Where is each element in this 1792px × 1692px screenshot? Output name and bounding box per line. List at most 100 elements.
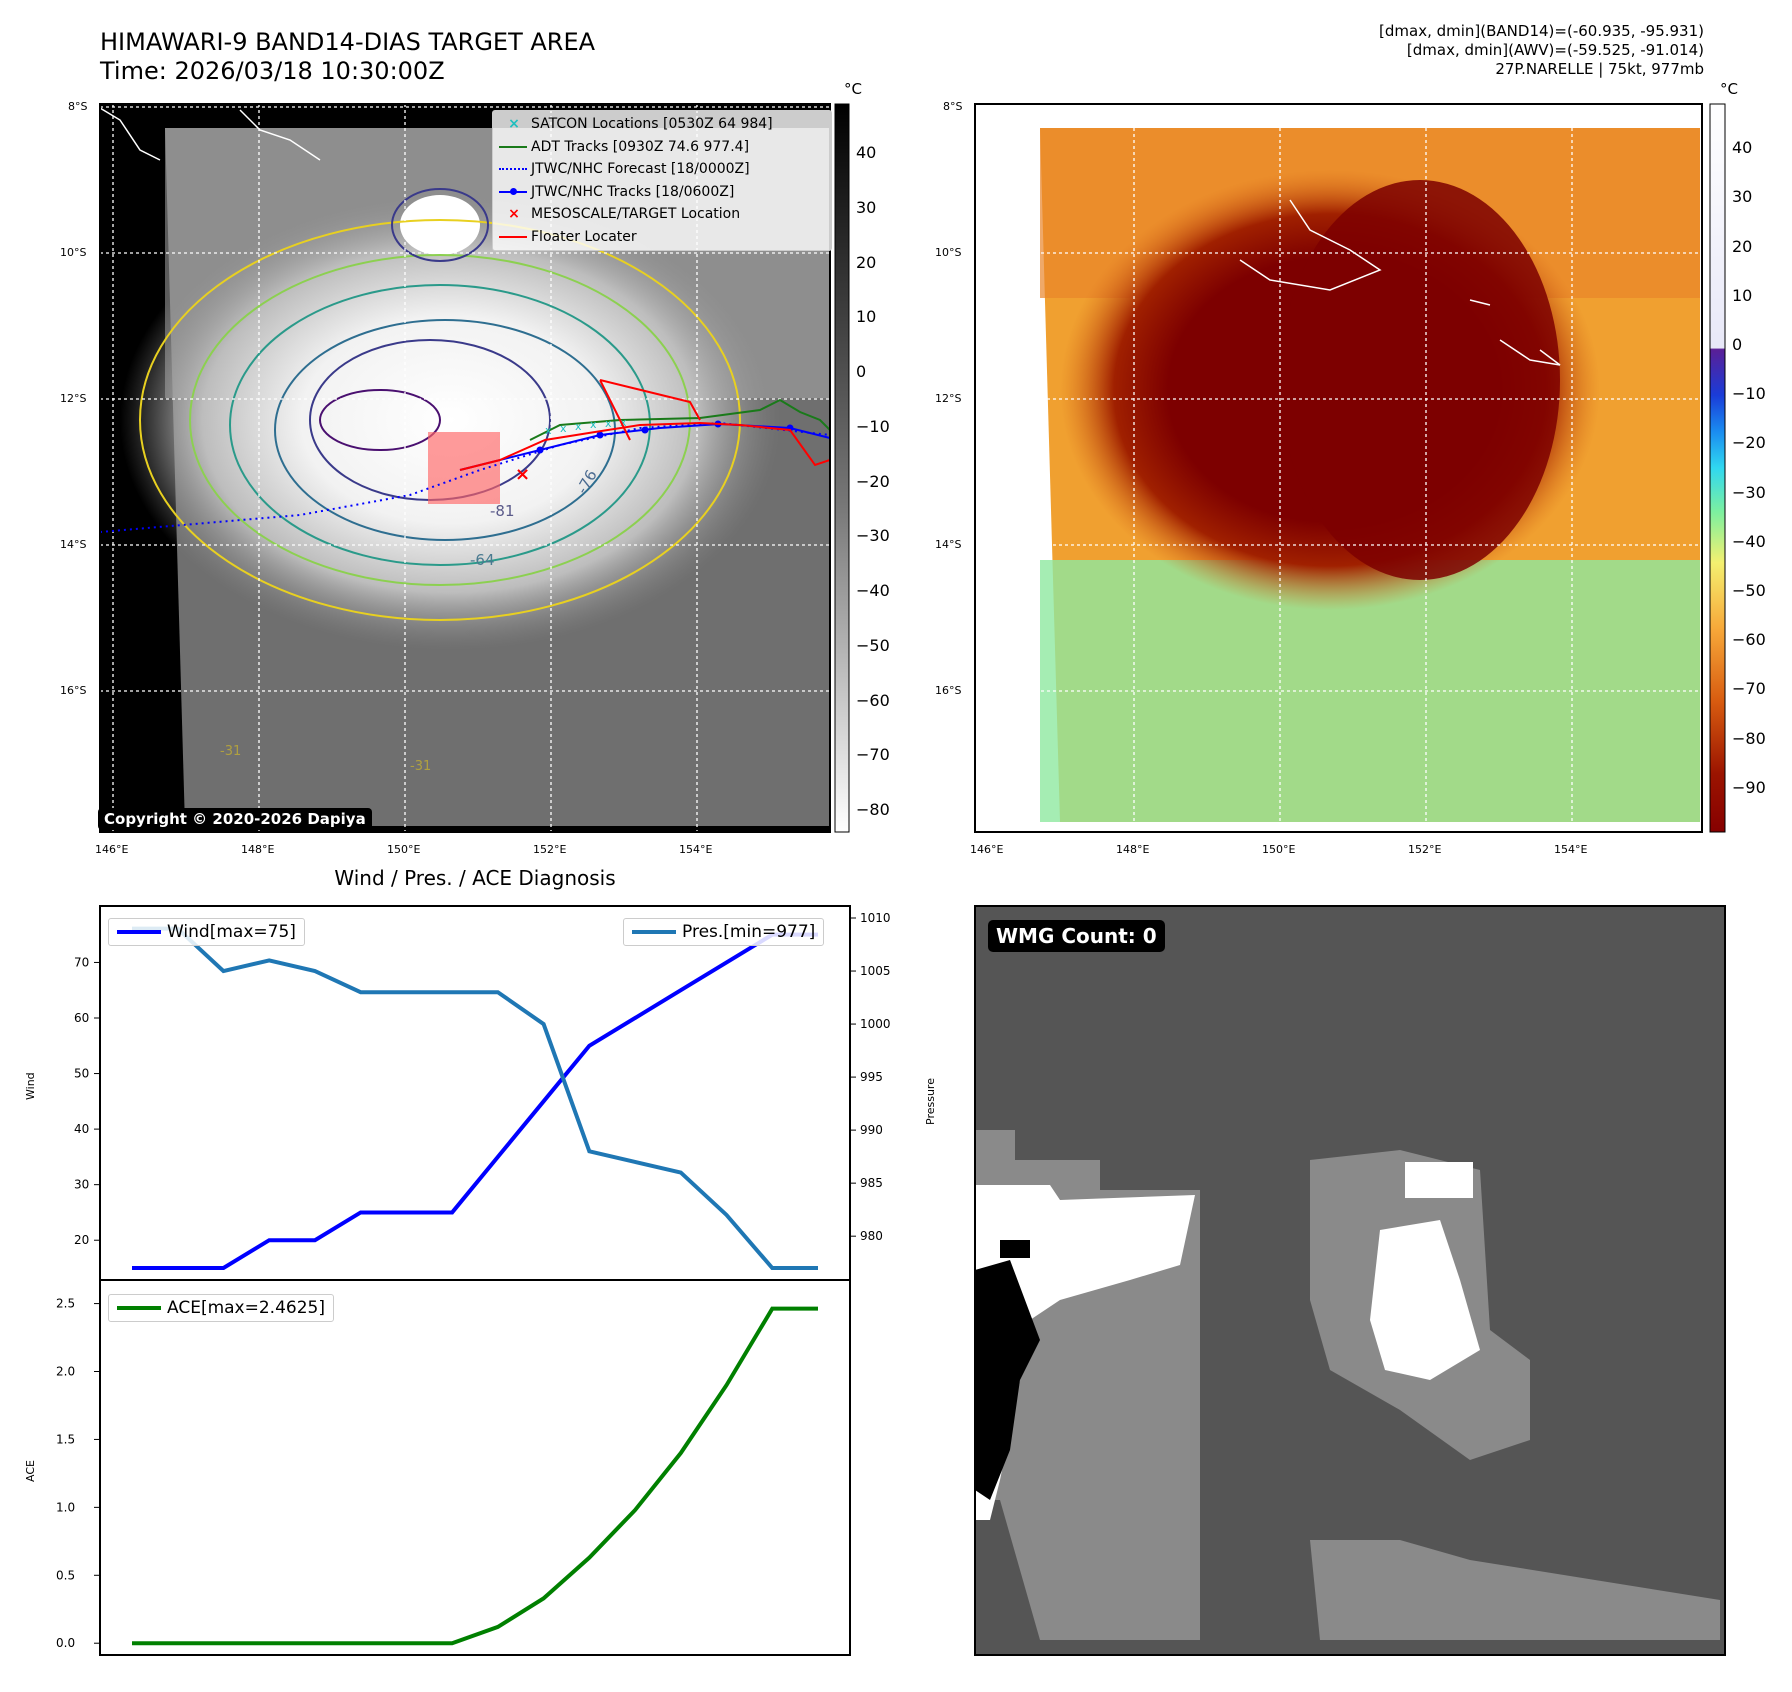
line-icon: [117, 930, 161, 934]
line-dot-icon: [499, 187, 527, 195]
cbar-tick-label: −80: [1732, 728, 1766, 748]
svg-text:x: x: [575, 420, 582, 433]
cbar-tick-label: −20: [1732, 433, 1766, 453]
cbar-tick-label: 30: [1732, 187, 1753, 207]
ace-panel-frame: [99, 1279, 851, 1656]
title-line-2: Time: 2026/03/18 10:30:00Z: [100, 57, 445, 85]
contour-blue: [274, 319, 616, 541]
legend-item-forecast: JTWC/NHC Forecast [18/0000Z]: [497, 158, 827, 181]
awv-map-frame: [974, 103, 1703, 833]
wmg-count-badge: WMG Count: 0: [988, 920, 1165, 952]
wind-series-line: [132, 932, 818, 1270]
cbar-tick-label: −70: [856, 745, 890, 765]
contour-label: -64: [470, 551, 495, 569]
legend-item-floater: Floater Locater: [497, 226, 827, 249]
floater-locater: [459, 379, 830, 471]
stats-block: [dmax, dmin](BAND14)=(-60.935, -95.931) …: [1379, 22, 1704, 79]
ace-series-line: [132, 1306, 818, 1646]
tr-lat-tick: 12°S: [935, 392, 962, 405]
cbar-tick-label: 0: [856, 362, 867, 382]
awv-map-panel: [974, 103, 1703, 833]
ace-tick-label: 2.0: [56, 1365, 75, 1379]
gray-colorbar: [834, 103, 850, 833]
x-marker-icon: ×: [508, 206, 520, 222]
cbar-tick-label: −50: [856, 635, 890, 655]
svg-text:x: x: [620, 416, 627, 429]
map-legend: × SATCON Locations [0530Z 64 984] ADT Tra…: [492, 110, 832, 251]
cbar-tick-label: 10: [1732, 285, 1753, 305]
svg-text:x: x: [590, 418, 597, 431]
tl-lat-tick: 10°S: [60, 246, 87, 259]
contour-yellow: [139, 219, 741, 621]
tl-lat-tick: 12°S: [60, 392, 87, 405]
tr-lon-tick: 150°E: [1262, 843, 1296, 856]
diagnosis-chart-layer: 20 30 40 50 60 70 980 985 990 995 1000 1005 1010 0.0 0…: [56, 911, 891, 1650]
ace-legend: ACE[max=2.4625]: [108, 1294, 334, 1322]
legend-item-jtwc: JTWC/NHC Tracks [18/0600Z]: [497, 181, 827, 204]
pressure-tick-label: 995: [860, 1070, 883, 1084]
tr-lat-tick: 10°S: [935, 246, 962, 259]
tl-lat-tick: 16°S: [60, 684, 87, 697]
ace-tick-label: 2.5: [56, 1297, 75, 1311]
tr-lat-tick: 16°S: [935, 684, 962, 697]
cbar-tick-label: −10: [856, 416, 890, 436]
ace-axis-label: ACE: [24, 1460, 37, 1482]
pressure-tick-label: 985: [860, 1176, 883, 1190]
tr-lon-tick: 152°E: [1408, 843, 1442, 856]
cbar-tick-label: 10: [856, 307, 877, 327]
coastline: [1239, 199, 1561, 366]
legend-item-target: × MESOSCALE/TARGET Location: [497, 203, 827, 226]
color-colorbar: [1709, 103, 1726, 833]
tr-lon-tick: 148°E: [1116, 843, 1150, 856]
coastline: [100, 107, 321, 161]
tl-lat-tick: 8°S: [68, 100, 88, 113]
pressure-tick-label: 1010: [860, 911, 891, 925]
line-icon: [117, 1306, 161, 1310]
tl-lon-tick: 148°E: [241, 843, 275, 856]
ir-map-frame: [99, 103, 831, 833]
pressure-axis-label: Pressure: [924, 1078, 937, 1125]
target-marker: ×: [515, 464, 530, 485]
pressure-series-line: [132, 926, 818, 1270]
tl-lon-tick: 146°E: [95, 843, 129, 856]
wmg-panel-frame: [974, 905, 1726, 1656]
wind-tick-label: 50: [74, 1067, 89, 1081]
cbar-tick-label: −70: [1732, 679, 1766, 699]
wind-tick-label: 60: [74, 1011, 89, 1025]
tr-lat-tick: 14°S: [935, 538, 962, 551]
cbar-tick-label: 40: [856, 143, 877, 163]
tl-lon-tick: 152°E: [533, 843, 567, 856]
wmg-panel: [974, 905, 1726, 1656]
cbar-tick-label: −90: [1732, 777, 1766, 797]
dotted-line-icon: [499, 168, 527, 170]
cbar-tick-label: 20: [1732, 236, 1753, 256]
contour-label: -81: [490, 502, 515, 520]
pressure-tick-label: 1005: [860, 964, 891, 978]
tr-lon-tick: 146°E: [970, 843, 1004, 856]
cbar-tick-label: −30: [856, 526, 890, 546]
line-icon: [499, 235, 527, 238]
figure-title: HIMAWARI-9 BAND14-DIAS TARGET AREA Time:…: [100, 28, 595, 86]
tl-lon-tick: 150°E: [387, 843, 421, 856]
chart-title: Wind / Pres. / ACE Diagnosis: [334, 866, 616, 890]
stats-storm: 27P.NARELLE | 75kt, 977mb: [1495, 60, 1704, 78]
title-line-1: HIMAWARI-9 BAND14-DIAS TARGET AREA: [100, 28, 596, 56]
wind-tick-label: 40: [74, 1122, 89, 1136]
cbar-tick-label: 40: [1732, 138, 1753, 158]
cbar-tick-label: −60: [1732, 630, 1766, 650]
cbar-tick-label: −50: [1732, 580, 1766, 600]
pressure-tick-label: 1000: [860, 1017, 891, 1031]
copyright-badge: Copyright © 2020-2026 Dapiya: [98, 808, 372, 830]
cbar-tick-label: −30: [1732, 482, 1766, 502]
stats-band14: [dmax, dmin](BAND14)=(-60.935, -95.931): [1379, 22, 1704, 40]
wind-tick-label: 30: [74, 1178, 89, 1192]
contour-label: -31: [220, 744, 241, 759]
stats-awv: [dmax, dmin](AWV)=(-59.525, -91.014): [1406, 41, 1704, 59]
ir-storm-cloud: [120, 190, 780, 650]
pressure-tick-label: 980: [860, 1229, 883, 1243]
svg-text:x: x: [560, 422, 567, 435]
cbar-tick-label: −60: [856, 690, 890, 710]
x-marker-icon: ×: [508, 116, 520, 132]
